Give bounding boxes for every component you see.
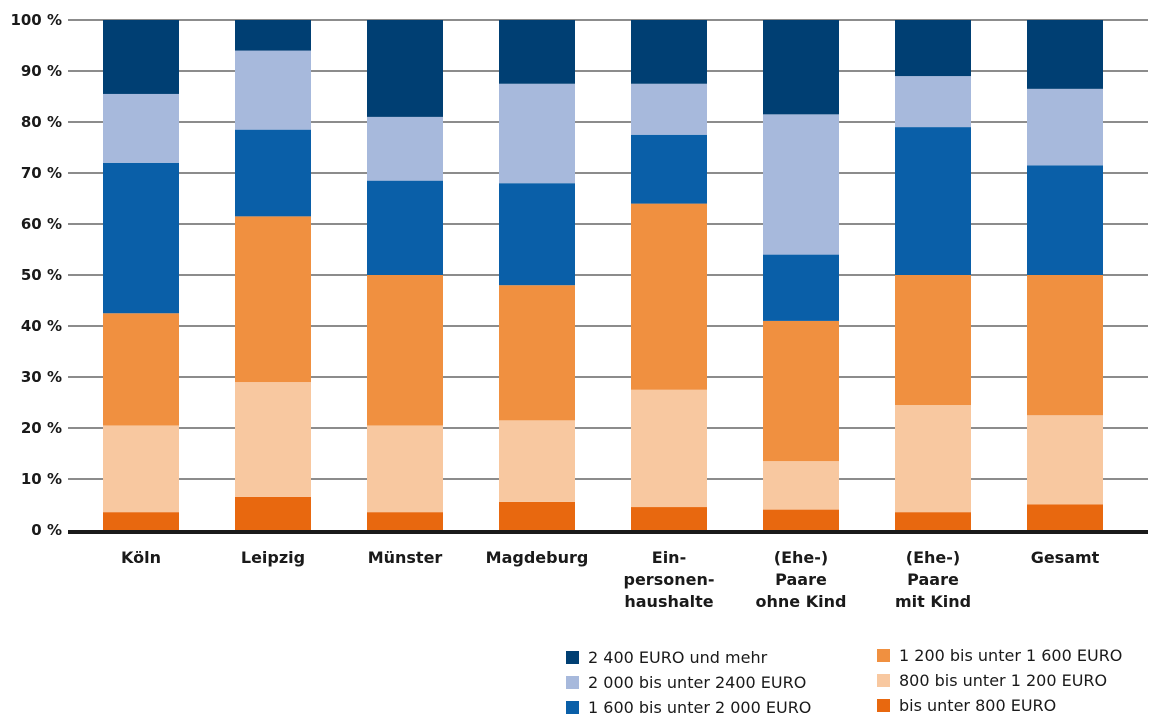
bar-segment [631, 203, 707, 390]
legend: 2 400 EURO und mehr 2 000 bis unter 2400… [566, 642, 1151, 720]
legend-item-1600-bis-2000: 1 600 bis unter 2 000 EURO [566, 698, 811, 717]
x-category-label: Münster [368, 548, 443, 567]
y-tick-label: 40 % [21, 317, 62, 335]
legend-label: 2 000 bis unter 2400 EURO [588, 673, 807, 692]
bar-segment [631, 507, 707, 530]
bar-segment [367, 425, 443, 513]
y-tick-label: 90 % [21, 62, 62, 80]
legend-item-2000-bis-2400: 2 000 bis unter 2400 EURO [566, 673, 806, 692]
bar-segment [499, 183, 575, 286]
legend-label: 1 600 bis unter 2 000 EURO [588, 698, 812, 717]
y-tick-label: 80 % [21, 113, 62, 131]
bar-segment [1027, 20, 1103, 89]
bar-segment [499, 501, 575, 530]
bar-segment [499, 20, 575, 84]
bar-segment [235, 20, 311, 51]
bar-segment [367, 116, 443, 181]
bar-segment [103, 425, 179, 513]
bar-segment [103, 93, 179, 163]
legend-item-800-bis-1200: 800 bis unter 1 200 EURO [877, 671, 1107, 690]
bar-segment [631, 20, 707, 84]
bar-segment [235, 382, 311, 497]
x-category-label: Ein-personen-haushalte [624, 548, 715, 611]
bar-segment [103, 20, 179, 94]
bar-segment [1027, 504, 1103, 530]
bar-segment [895, 127, 971, 275]
y-axis-tick-labels: 0 % 10 % 20 % 30 % 40 % 50 % 60 % 70 % 80 % 90 % 1… [10, 11, 62, 539]
bar-segment [763, 320, 839, 462]
bar-segment [763, 20, 839, 115]
bar-segment [631, 134, 707, 204]
bar-segment [631, 83, 707, 135]
x-axis-category-labels: Köln Leipzig Münster Magdeburg Ein-personen-… [121, 548, 1100, 611]
legend-swatch [566, 676, 579, 689]
x-category-label: Köln [121, 548, 161, 567]
bar-segment [1027, 165, 1103, 275]
bar-segment [367, 180, 443, 275]
bar-segment [763, 461, 839, 510]
bar-segment [235, 129, 311, 217]
bar-segment [367, 275, 443, 426]
bar-segment [235, 496, 311, 530]
legend-swatch [566, 651, 579, 664]
x-category-label: Leipzig [241, 548, 305, 567]
bar-segment [763, 254, 839, 321]
bar-segment [367, 512, 443, 530]
y-tick-label: 70 % [21, 164, 62, 182]
legend-swatch [877, 649, 890, 662]
bar-segment [631, 389, 707, 508]
bar-segment [499, 83, 575, 184]
y-tick-label: 0 % [31, 521, 62, 539]
x-category-label: (Ehe-) Paare ohne Kind [756, 548, 847, 611]
y-tick-label: 20 % [21, 419, 62, 437]
bar-segment [103, 162, 179, 314]
legend-label: bis unter 800 EURO [899, 696, 1057, 715]
y-tick-label: 30 % [21, 368, 62, 386]
legend-item-1200-bis-1600: 1 200 bis unter 1 600 EURO [877, 646, 1122, 665]
x-category-label: Magdeburg [486, 548, 589, 567]
legend-swatch [566, 701, 579, 714]
bar-segment [1027, 415, 1103, 505]
bar-segment [235, 50, 311, 130]
bar-segment [499, 285, 575, 421]
y-tick-label: 60 % [21, 215, 62, 233]
legend-label: 2 400 EURO und mehr [588, 648, 768, 667]
stacked-bar-chart: 0 % 10 % 20 % 30 % 40 % 50 % 60 % 70 % 80 % 90 % 1… [10, 11, 1148, 611]
bar-segment [763, 114, 839, 255]
bars [103, 20, 1103, 530]
bar-segment [235, 216, 311, 383]
bar-segment [763, 509, 839, 530]
bar-segment [895, 405, 971, 513]
bar-segment [895, 20, 971, 77]
bar-segment [103, 512, 179, 530]
legend-item-bis-800: bis unter 800 EURO [877, 696, 1056, 715]
bar-segment [895, 275, 971, 406]
bar-segment [1027, 88, 1103, 166]
x-category-label: (Ehe-) Paare mit Kind [895, 548, 971, 611]
bar-segment [1027, 275, 1103, 416]
legend-swatch [877, 674, 890, 687]
bar-segment [103, 313, 179, 426]
y-tick-label: 100 % [10, 11, 62, 29]
y-tick-label: 50 % [21, 266, 62, 284]
bar-segment [895, 512, 971, 530]
legend-item-2400-und-mehr: 2 400 EURO und mehr [566, 648, 767, 667]
x-category-label: Gesamt [1031, 548, 1100, 567]
bar-segment [499, 420, 575, 502]
legend-label: 800 bis unter 1 200 EURO [899, 671, 1108, 690]
legend-label: 1 200 bis unter 1 600 EURO [899, 646, 1123, 665]
bar-segment [367, 20, 443, 117]
y-tick-label: 10 % [21, 470, 62, 488]
legend-swatch [877, 699, 890, 712]
bar-segment [895, 76, 971, 128]
gridlines [68, 19, 1148, 480]
